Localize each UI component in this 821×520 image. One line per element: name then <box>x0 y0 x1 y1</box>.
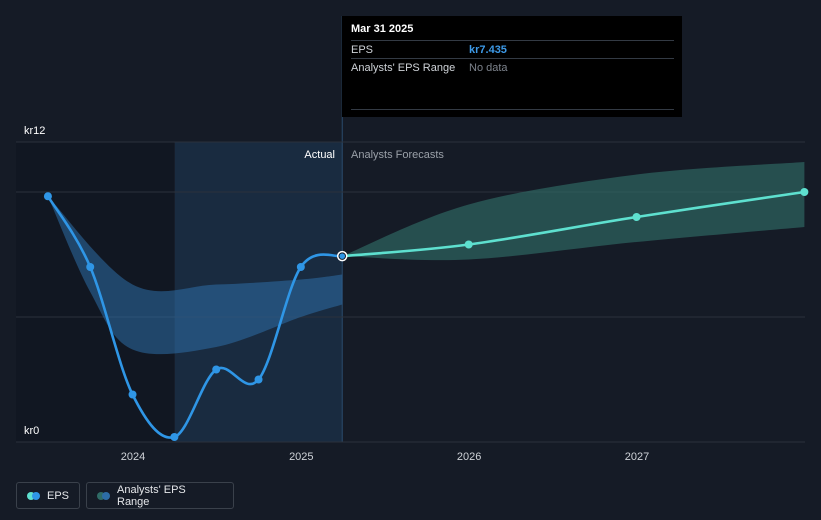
eps-highlight-core <box>339 253 346 259</box>
tooltip-date: Mar 31 2025 <box>351 23 414 35</box>
range-band-past <box>47 196 343 355</box>
y-label-top: kr12 <box>24 125 45 137</box>
eps-point-actual-0 <box>43 192 52 201</box>
x-tick-label-2024: 2024 <box>121 451 145 463</box>
eps-legend-icon <box>27 491 40 500</box>
legend-range-button[interactable]: Analysts' EPS Range <box>86 482 234 509</box>
eps-point-actual-1 <box>86 263 95 271</box>
eps-point-actual-5 <box>254 375 263 384</box>
eps-point-forecast-2 <box>632 213 641 221</box>
eps-point-actual-4 <box>212 365 221 374</box>
eps-line-forecast <box>340 190 806 258</box>
eps-point-forecast-3 <box>800 188 809 196</box>
tooltip-row-eps: EPS kr7.435 <box>351 40 674 58</box>
range-band-forecast <box>342 162 805 261</box>
tooltip-eps-label: EPS <box>351 43 374 56</box>
tooltip-divider <box>351 76 674 110</box>
tooltip-range-value: No data <box>469 61 508 74</box>
x-tick-label-2026: 2026 <box>457 451 481 463</box>
tooltip: Mar 31 2025 EPS kr7.435 Analysts' EPS Ra… <box>342 16 682 117</box>
forecast-section-label: Analysts Forecasts <box>351 149 444 161</box>
eps-point-actual-6 <box>296 263 305 271</box>
tooltip-eps-value: kr7.435 <box>469 43 507 56</box>
eps-point-forecast-1 <box>464 240 473 249</box>
legend-eps-label: EPS <box>47 489 70 502</box>
tooltip-range-label: Analysts' EPS Range <box>351 61 456 74</box>
legend-eps-button[interactable]: EPS <box>16 482 80 509</box>
x-tick-label-2027: 2027 <box>625 451 649 463</box>
eps-point-actual-3 <box>170 433 179 441</box>
eps-point-actual-2 <box>128 390 137 399</box>
tooltip-row-range: Analysts' EPS Range No data <box>351 58 674 76</box>
y-label-bottom: kr0 <box>24 425 39 437</box>
x-tick-label-2025: 2025 <box>289 451 313 463</box>
eps-line-actual <box>46 194 344 439</box>
range-legend-icon <box>97 491 110 500</box>
actual-section-label: Actual <box>304 149 335 161</box>
legend-range-label: Analysts' EPS Range <box>117 483 186 508</box>
